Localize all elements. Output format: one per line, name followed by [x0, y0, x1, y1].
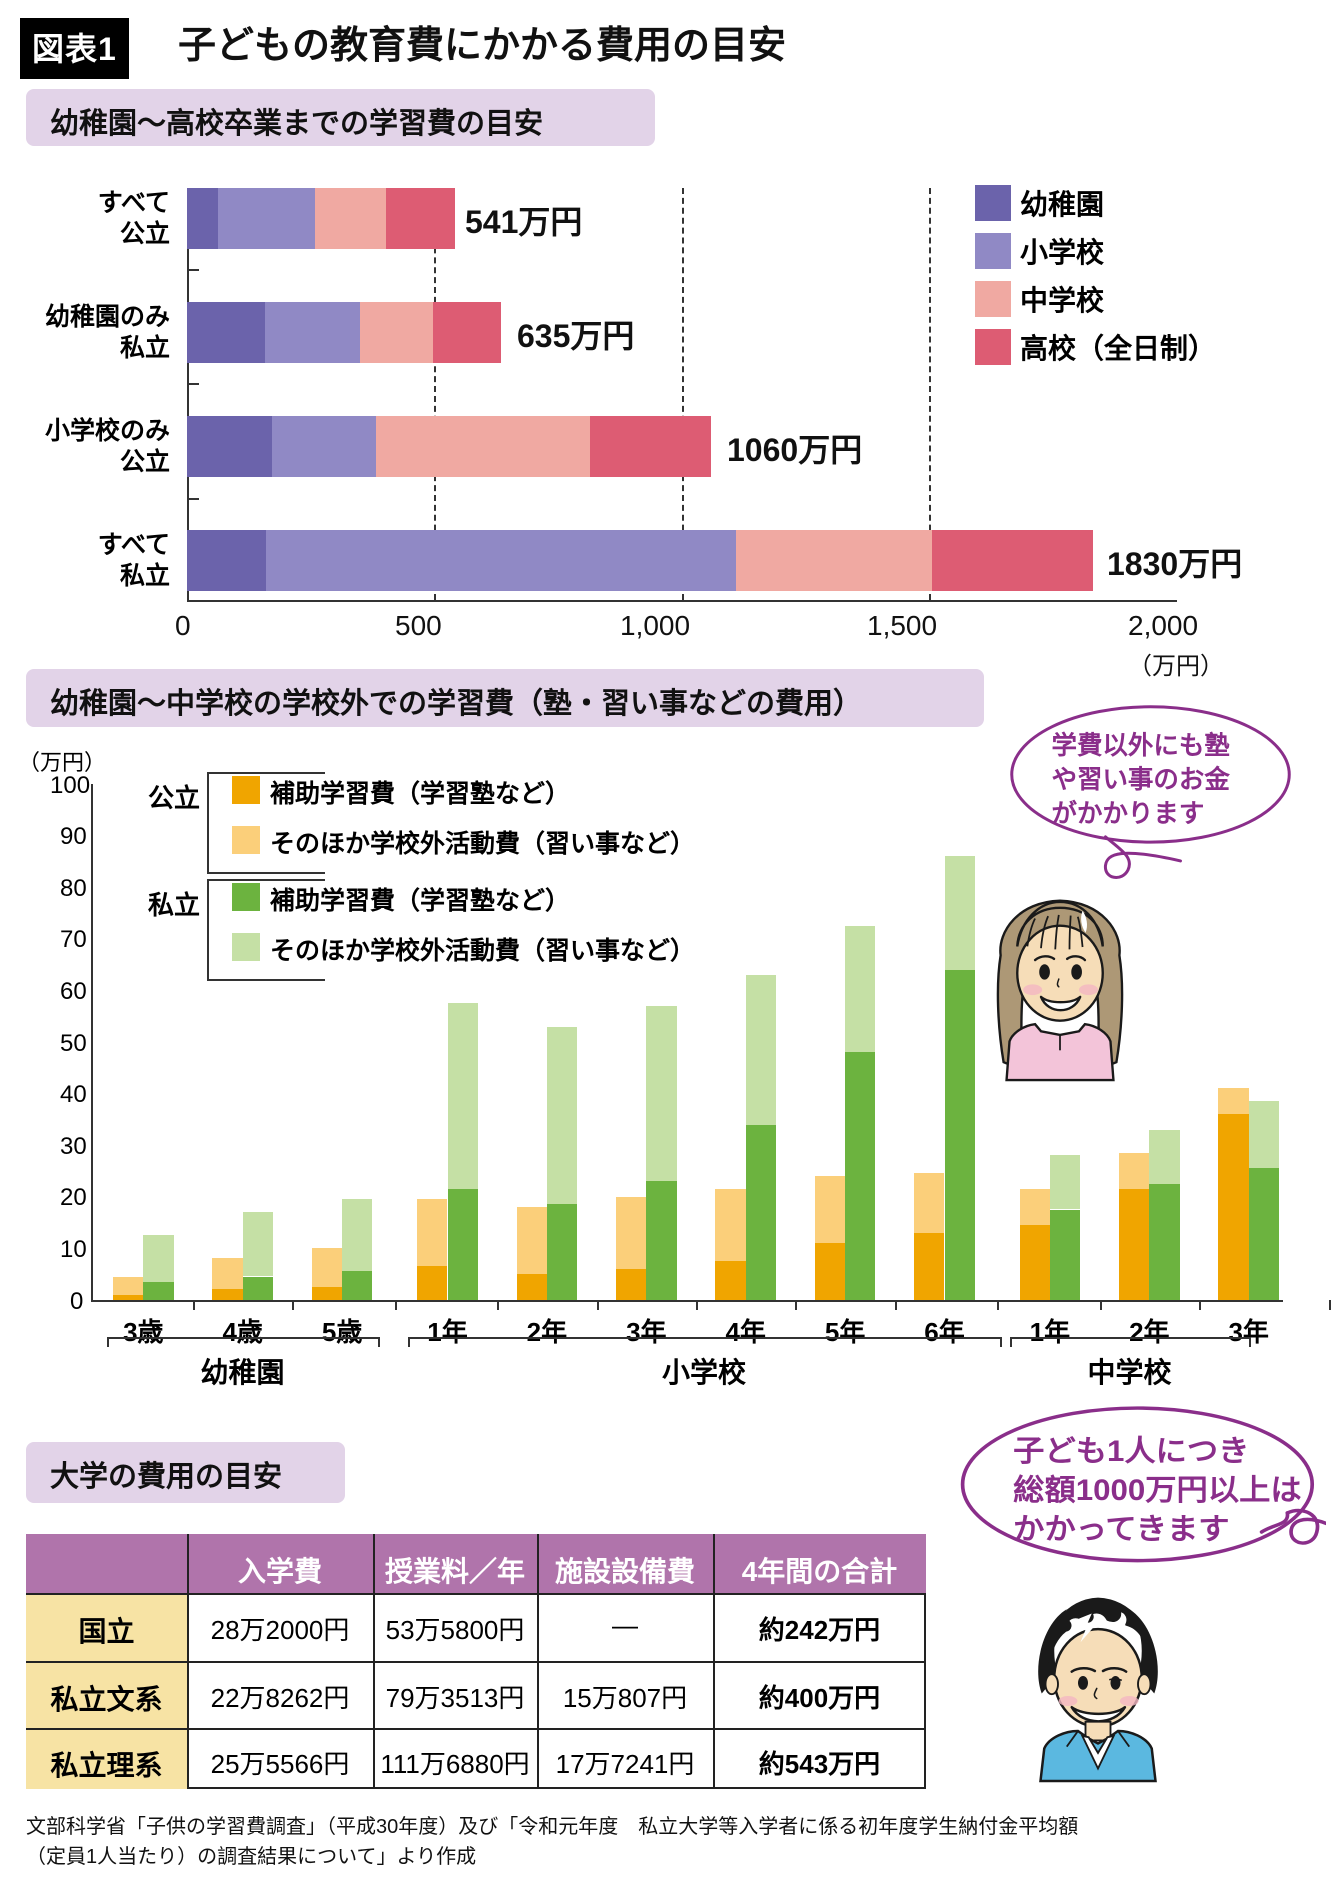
svg-text:子ども1人につき: 子ども1人につき	[1013, 1435, 1249, 1468]
svg-text:や習い事のお金: や習い事のお金	[1052, 765, 1231, 794]
svg-text:がかかります: がかかります	[1052, 799, 1205, 828]
svg-text:学費以外にも塾: 学費以外にも塾	[1052, 731, 1230, 760]
svg-text:かかってきます: かかってきます	[1013, 1513, 1229, 1546]
svg-text:総額1000万円以上は: 総額1000万円以上は	[1013, 1474, 1301, 1507]
